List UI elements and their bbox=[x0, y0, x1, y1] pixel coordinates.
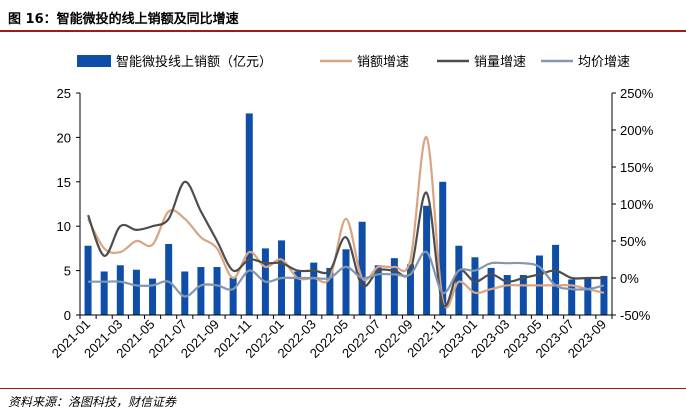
bar bbox=[116, 265, 124, 315]
bar bbox=[374, 265, 382, 315]
bar bbox=[213, 267, 221, 315]
bar bbox=[390, 258, 398, 315]
bar bbox=[229, 277, 237, 315]
right-tick-label: -50% bbox=[620, 308, 651, 323]
bar bbox=[439, 181, 447, 315]
bar bbox=[132, 269, 140, 315]
line-series-1 bbox=[87, 136, 605, 309]
left-tick-label: 20 bbox=[57, 130, 71, 145]
bar bbox=[326, 267, 334, 315]
legend: 智能微投线上销额（亿元） 销额增速 销量增速 均价增速 bbox=[77, 54, 630, 70]
line-series-group bbox=[87, 136, 605, 309]
bar bbox=[455, 245, 463, 315]
bar bbox=[245, 113, 253, 315]
left-tick-label: 15 bbox=[57, 175, 71, 190]
right-tick-label: 250% bbox=[620, 86, 654, 101]
legend-label-line-2: 销量增速 bbox=[474, 55, 526, 70]
bar bbox=[503, 275, 511, 315]
bar bbox=[165, 243, 173, 315]
bar-series bbox=[84, 113, 608, 315]
title-rule bbox=[0, 30, 686, 32]
bar bbox=[358, 221, 366, 315]
line-series-3 bbox=[88, 250, 605, 298]
line-series-2 bbox=[87, 180, 604, 308]
legend-label-bar: 智能微投线上销额（亿元） bbox=[116, 54, 272, 70]
bar bbox=[149, 278, 157, 315]
figure-title: 图 16：智能微投的线上销额及同比增速 bbox=[8, 12, 239, 27]
source-rule bbox=[0, 388, 686, 389]
right-tick-label: 150% bbox=[620, 160, 654, 175]
bar bbox=[84, 245, 92, 315]
bar bbox=[600, 275, 608, 315]
legend-swatch-bar bbox=[77, 55, 111, 67]
bar bbox=[294, 271, 302, 315]
bar bbox=[181, 271, 189, 315]
right-tick-label: 100% bbox=[620, 197, 654, 212]
right-tick-label: 200% bbox=[620, 123, 654, 138]
legend-label-line-1: 销额增速 bbox=[357, 55, 409, 70]
bar bbox=[471, 257, 479, 315]
bar bbox=[519, 275, 527, 315]
bar bbox=[406, 264, 414, 315]
left-tick-label: 10 bbox=[57, 219, 71, 234]
bar bbox=[568, 279, 576, 315]
bar bbox=[310, 262, 318, 315]
left-tick-label: 25 bbox=[57, 86, 71, 101]
figure-source: 资料来源：洛图科技，财信证券 bbox=[8, 395, 177, 409]
bar bbox=[423, 205, 431, 315]
legend-label-line-3: 均价增速 bbox=[578, 55, 630, 70]
left-tick-label: 5 bbox=[64, 264, 71, 279]
right-tick-label: 0% bbox=[620, 271, 639, 286]
left-tick-label: 0 bbox=[64, 308, 71, 323]
bar bbox=[584, 278, 592, 315]
bar bbox=[487, 267, 495, 315]
bar bbox=[100, 271, 108, 315]
axes: 0510152025-50%0%50%100%150%200%250%2021-… bbox=[49, 86, 654, 361]
bar bbox=[197, 267, 205, 315]
bar bbox=[342, 249, 350, 315]
bar bbox=[552, 244, 560, 315]
right-tick-label: 50% bbox=[620, 234, 646, 249]
